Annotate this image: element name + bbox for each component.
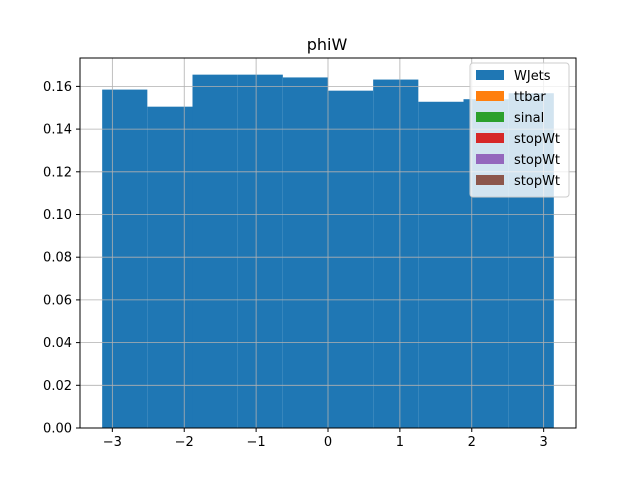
y-tick-label-4: 0.08 (43, 251, 72, 266)
x-tick-label-4: 1 (396, 435, 404, 450)
x-tick-label-1: −2 (175, 435, 194, 450)
legend-swatch-2 (476, 112, 504, 122)
x-tick-label-6: 3 (540, 435, 548, 450)
legend-swatch-5 (476, 175, 504, 185)
legend-label-1: ttbar (514, 90, 546, 105)
x-tick-label-3: 0 (324, 435, 332, 450)
legend-label-3: stopWt (514, 132, 560, 147)
legend-swatch-1 (476, 91, 504, 101)
y-tick-label-6: 0.12 (43, 165, 72, 180)
bar-bin-3 (237, 74, 283, 429)
bar-bin-4 (282, 77, 328, 428)
legend-label-0: WJets (514, 69, 551, 84)
bar-bin-1 (147, 106, 193, 428)
bar-bin-6 (373, 79, 419, 429)
legend: WJets ttbar sinal stopWt stopWt stopWt (469, 62, 570, 198)
bar-bin-7 (418, 101, 464, 428)
y-tick-label-5: 0.10 (43, 208, 72, 223)
y-axis-ticks: 0.00 0.02 0.04 0.06 0.08 0.10 0.12 0.14 0.16 (43, 80, 80, 437)
x-axis-ticks: −3 −2 −1 0 1 2 3 (103, 428, 548, 450)
y-tick-label-1: 0.02 (43, 379, 72, 394)
legend-label-5: stopWt (514, 174, 560, 189)
y-tick-label-3: 0.06 (43, 293, 72, 308)
legend-swatch-3 (476, 133, 504, 143)
histogram-bars (102, 74, 554, 429)
legend-swatch-0 (476, 70, 504, 80)
y-tick-label-2: 0.04 (43, 336, 72, 351)
y-tick-label-7: 0.14 (43, 123, 72, 138)
y-tick-label-8: 0.16 (43, 80, 72, 95)
legend-label-4: stopWt (514, 153, 560, 168)
bar-bin-5 (328, 90, 374, 428)
y-tick-label-0: 0.00 (43, 422, 72, 437)
chart-title: phiW (307, 35, 348, 54)
x-tick-label-2: −1 (247, 435, 266, 450)
bar-bin-2 (192, 74, 238, 429)
legend-swatch-4 (476, 154, 504, 164)
x-tick-label-5: 2 (468, 435, 476, 450)
legend-label-2: sinal (514, 111, 544, 126)
x-tick-label-0: −3 (103, 435, 122, 450)
bar-bin-0 (102, 89, 148, 428)
